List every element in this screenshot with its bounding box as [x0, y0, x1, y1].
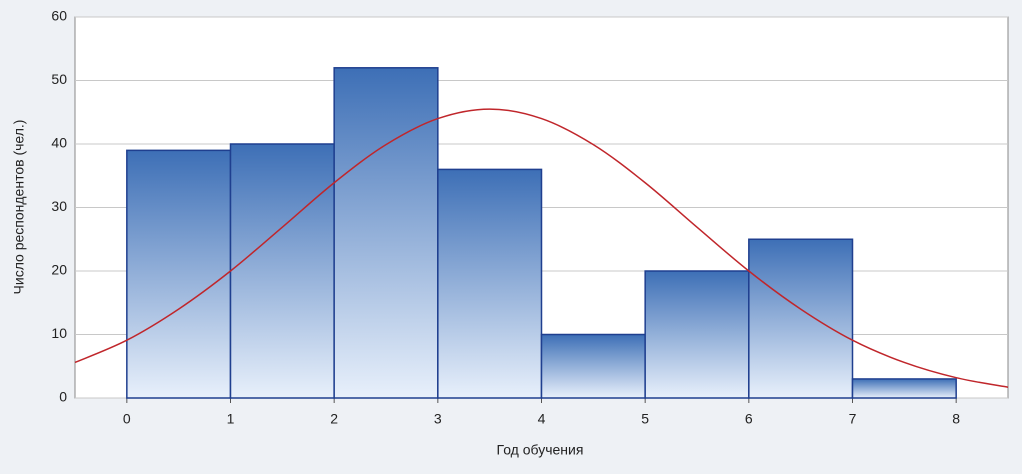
x-tick-label: 8 [952, 411, 960, 427]
x-tick-label: 3 [434, 411, 442, 427]
y-tick-label: 0 [59, 389, 67, 405]
bar [644, 270, 750, 399]
bar [126, 149, 232, 399]
bar [851, 378, 957, 399]
x-tick-label: 0 [123, 411, 131, 427]
x-tick-label: 2 [330, 411, 338, 427]
x-tick-label: 7 [849, 411, 857, 427]
x-tick-label: 6 [745, 411, 753, 427]
x-tick-label: 1 [227, 411, 235, 427]
y-tick-label: 10 [51, 325, 67, 341]
y-tick-label: 30 [51, 198, 67, 214]
x-tick-label: 5 [641, 411, 649, 427]
x-axis-title: Год обучения [497, 442, 584, 458]
bar [540, 333, 646, 399]
fit-curve [74, 108, 1009, 388]
y-tick-label: 50 [51, 71, 67, 87]
bar [748, 238, 854, 399]
y-tick-label: 40 [51, 135, 67, 151]
bar [229, 143, 335, 399]
x-tick-label: 4 [538, 411, 546, 427]
bar [437, 168, 543, 399]
y-axis-title: Число респондентов (чел.) [11, 120, 27, 295]
y-tick-label: 60 [51, 8, 67, 24]
bar [333, 67, 439, 399]
y-tick-label: 20 [51, 262, 67, 278]
